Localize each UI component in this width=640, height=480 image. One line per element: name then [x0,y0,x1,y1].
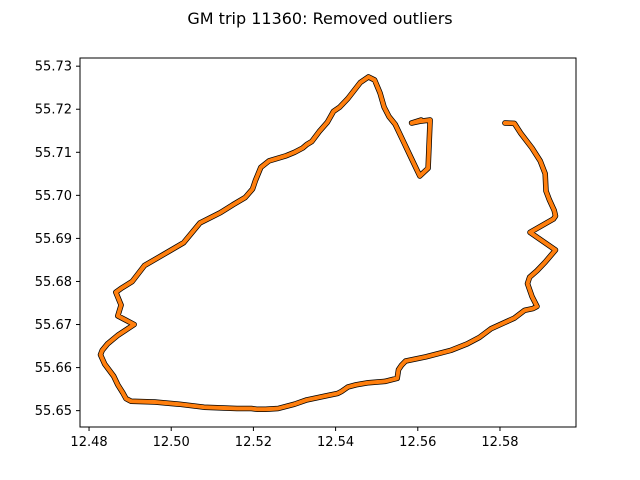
y-tick-label: 55.73 [35,60,72,75]
chart-title: GM trip 11360: Removed outliers [187,9,452,28]
y-tick-label: 55.67 [35,318,72,333]
y-axis: 55.65 55.66 55.67 55.68 55.69 55.70 55.71 55.72… [35,60,80,419]
x-tick-label: 12.48 [70,435,107,450]
y-tick-label: 55.68 [35,275,72,290]
y-tick-label: 55.72 [35,103,72,118]
x-tick-label: 12.58 [481,435,518,450]
series-layer [97,74,559,413]
trip-route-raw-line [97,74,559,413]
x-tick-label: 12.50 [153,435,190,450]
x-tick-label: 12.56 [399,435,436,450]
plot-frame [79,57,577,428]
trip-route-line [98,74,558,412]
y-tick-label: 55.71 [35,146,72,161]
x-tick-label: 12.54 [317,435,354,450]
y-tick-label: 55.70 [35,189,72,204]
x-tick-label: 12.52 [235,435,272,450]
y-tick-label: 55.69 [35,232,72,247]
y-tick-label: 55.66 [35,361,72,376]
y-tick-label: 55.65 [35,404,72,419]
x-axis: 12.48 12.50 12.52 12.54 12.56 12.58 [70,427,519,450]
